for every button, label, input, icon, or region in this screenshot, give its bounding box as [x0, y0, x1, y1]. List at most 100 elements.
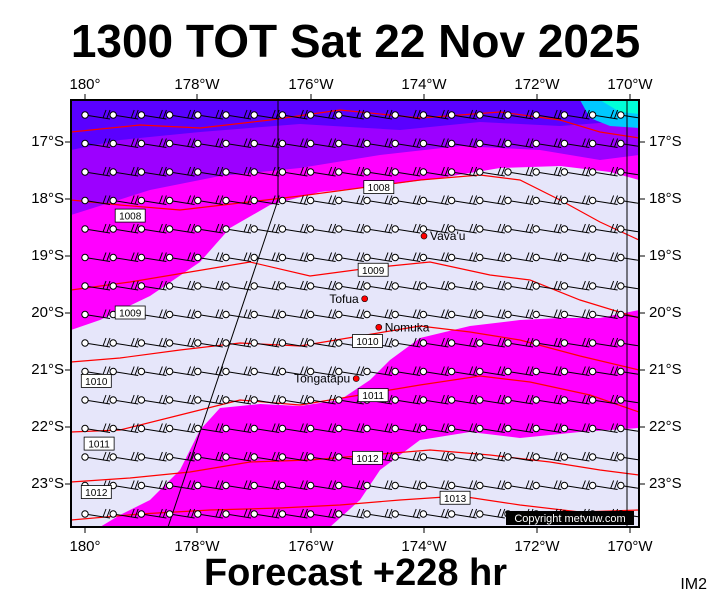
wind-barb — [250, 280, 280, 291]
x-tick-label-bottom: 170°W — [607, 538, 653, 555]
wind-barb — [476, 394, 506, 405]
wind-barb — [476, 280, 506, 291]
wind-barb — [504, 223, 534, 234]
wind-barb — [391, 109, 421, 120]
wind-barb — [81, 309, 111, 319]
place-label: Tongatapu — [294, 372, 350, 386]
wind-barb — [504, 195, 534, 205]
wind-barb — [222, 309, 252, 319]
wind-barb — [391, 451, 421, 462]
wind-barb — [194, 252, 224, 262]
wind-barb — [194, 195, 224, 205]
wind-barb — [306, 138, 337, 148]
wind-barb — [617, 481, 639, 490]
wind-barb — [617, 196, 639, 205]
wind-barb — [250, 451, 280, 462]
wind-barb — [617, 339, 639, 347]
wind-barb — [532, 166, 562, 177]
svg-text:1013: 1013 — [444, 494, 467, 505]
wind-barb — [165, 166, 196, 177]
copyright-box — [506, 511, 634, 525]
wind-barb — [250, 508, 280, 519]
isobar-label: 1011 — [357, 388, 389, 402]
wind-barb — [137, 252, 167, 262]
wind-barb — [363, 508, 393, 519]
wind-barb — [363, 138, 393, 148]
place-marker: Tofua — [329, 292, 368, 306]
wind-barb — [137, 166, 167, 177]
wind-barb — [532, 423, 562, 433]
wind-barb — [419, 195, 449, 205]
y-tick-label-right: 20°S — [649, 304, 682, 321]
wind-barb — [476, 508, 506, 519]
place-marker: Nomuka — [375, 320, 430, 334]
isobar-label: 1009 — [114, 305, 146, 320]
isobar-label: 1012 — [352, 450, 383, 465]
wind-barb — [363, 280, 393, 291]
wind-barb — [447, 508, 478, 519]
wind-barb — [363, 166, 393, 177]
wind-barb — [194, 109, 224, 120]
y-tick-label-right: 21°S — [649, 361, 682, 378]
wind-barb — [532, 252, 562, 262]
wind-barb — [109, 451, 139, 462]
wind-barb — [165, 138, 196, 148]
wind-barb — [363, 252, 393, 262]
wind-barb — [278, 508, 308, 519]
wind-barb — [194, 480, 224, 490]
wind-barb — [419, 166, 449, 177]
wind-barb — [81, 508, 111, 519]
wind-barb — [617, 168, 639, 176]
wind-barb — [165, 223, 196, 234]
wind-barb — [391, 423, 421, 433]
wind-barb — [532, 480, 562, 490]
wind-barb — [222, 252, 252, 262]
wind-barb — [588, 451, 619, 462]
wind-barb — [588, 423, 619, 433]
wind-barb — [278, 280, 308, 291]
wind-barb — [306, 195, 337, 205]
wind-barb — [278, 195, 308, 205]
wind-barb — [306, 480, 337, 490]
wind-barb — [617, 282, 639, 290]
place-marker: Vava'u — [420, 229, 465, 243]
wind-barb — [250, 138, 280, 148]
wind-barb — [306, 166, 337, 177]
wind-barb — [278, 309, 308, 319]
wind-barb — [306, 423, 337, 433]
wind-barb — [447, 138, 478, 148]
wind-barb — [250, 366, 280, 376]
wind-barb — [194, 508, 224, 519]
wind-barb — [222, 280, 252, 291]
wind-barb — [165, 195, 196, 205]
wind-barb — [504, 166, 534, 177]
wind-barb — [109, 195, 139, 205]
svg-text:1012: 1012 — [85, 488, 108, 499]
x-tick-label-bottom: 176°W — [288, 538, 334, 555]
wind-barb — [165, 451, 196, 462]
wind-barb — [532, 138, 562, 148]
wind-barb — [588, 166, 619, 177]
wind-barb — [137, 195, 167, 205]
wind-barb — [419, 280, 449, 291]
wind-barb — [476, 480, 506, 490]
wind-barb — [109, 223, 139, 234]
wind-barb — [278, 138, 308, 148]
wind-barb — [391, 166, 421, 177]
wind-barb — [560, 195, 590, 205]
wind-barb — [391, 508, 421, 519]
wind-barb — [335, 480, 365, 490]
wind-barb — [560, 138, 590, 148]
wind-barb — [278, 394, 308, 405]
wind-barb — [363, 223, 393, 234]
place-label: Vava'u — [430, 229, 465, 243]
wind-barb — [588, 337, 619, 348]
wind-barb — [476, 166, 506, 177]
wind-barb — [306, 337, 337, 348]
x-tick-label-bottom: 180° — [69, 538, 101, 555]
wind-barb — [165, 394, 196, 405]
wind-barb — [532, 394, 562, 405]
map-area: 1007 1008 1008 1009 1009 1010 1010 1011 1011 1012… — [71, 100, 639, 527]
wind-barb — [560, 423, 590, 433]
wind-barb — [588, 280, 619, 291]
